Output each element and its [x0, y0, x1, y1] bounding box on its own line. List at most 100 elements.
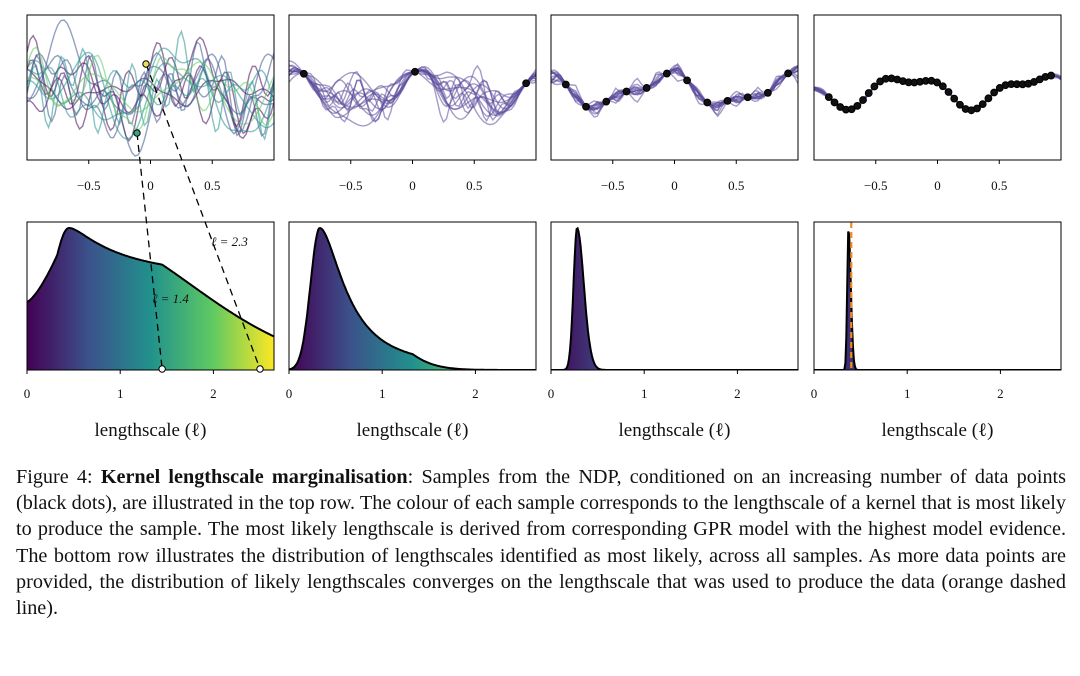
- data-point: [784, 69, 793, 78]
- data-point: [938, 82, 947, 91]
- data-point: [847, 105, 856, 114]
- data-point: [990, 88, 999, 97]
- data-point: [411, 67, 419, 76]
- x-tick-label: −0.5: [864, 178, 888, 193]
- annotation-marker: [133, 129, 141, 137]
- axes-frame-top-3: [550, 14, 799, 161]
- annotation-marker: [256, 365, 264, 373]
- x-tick-label: 2: [734, 386, 741, 401]
- caption-title: Kernel lengthscale marginalisation: [100, 466, 408, 488]
- x-tick-label: 1: [641, 386, 648, 401]
- density-fill: [27, 228, 274, 370]
- sample-line: [551, 68, 798, 109]
- x-tick-label: 0.5: [728, 178, 744, 193]
- density-panel-2: [289, 227, 536, 370]
- data-point: [522, 79, 531, 88]
- sample-line: [27, 61, 274, 125]
- data-point: [853, 101, 862, 110]
- x-tick-label: 0.5: [991, 178, 1007, 193]
- sample-line: [27, 47, 274, 133]
- x-tick-label: 0.5: [466, 178, 482, 193]
- x-tick-label: 0.5: [204, 178, 220, 193]
- x-tick-label: 0: [286, 386, 293, 401]
- sample-line: [551, 67, 798, 109]
- data-point: [933, 78, 942, 87]
- caption-body: : Samples from the NDP, conditioned on a…: [16, 466, 1067, 620]
- figure-caption: Figure 4: Kernel lengthscale marginalisa…: [16, 464, 1066, 621]
- data-point: [944, 88, 953, 96]
- data-point: [973, 104, 981, 113]
- x-tick-label: 1: [379, 386, 386, 401]
- annotation-label: ℓ = 1.4: [152, 291, 189, 306]
- figure: −0.5 0 0.5 −0.5 0 0.5 −0.5 0 0.5 −0.5 0 0.5 0 1 2 lengt…: [24, 14, 1062, 441]
- x-tick-label: 1: [117, 386, 124, 401]
- data-point: [978, 100, 987, 109]
- data-point: [830, 98, 839, 107]
- density-fill: [289, 228, 536, 370]
- x-tick-label: −0.5: [339, 178, 363, 193]
- x-axis-label: lengthscale (ℓ): [357, 420, 469, 441]
- data-point: [950, 94, 959, 103]
- sample-lines-panel-1: [27, 19, 274, 157]
- density-curve: [814, 231, 1061, 370]
- x-tick-label: 0: [811, 386, 818, 401]
- axes-frame-bottom-1: [26, 221, 275, 371]
- sample-line: [551, 70, 798, 118]
- sample-line: [27, 51, 274, 139]
- data-point: [582, 102, 590, 111]
- density-panel-3: [551, 226, 798, 370]
- figure-canvas: −0.5 0 0.5 −0.5 0 0.5 −0.5 0 0.5 −0.5 0 0.5 0 1 2 lengt…: [24, 14, 1062, 441]
- data-point: [642, 84, 651, 92]
- x-tick-label: 0: [548, 386, 555, 401]
- annotation-marker: [158, 365, 166, 373]
- data-point: [743, 93, 752, 102]
- axes-frame-bottom-2: [288, 221, 537, 371]
- data-point: [859, 96, 867, 104]
- x-tick-label: 1: [904, 386, 911, 401]
- x-axis-label: lengthscale (ℓ): [882, 420, 994, 441]
- x-tick-label: −0.5: [601, 178, 625, 193]
- sample-line: [27, 29, 274, 141]
- sample-line: [289, 68, 536, 111]
- data-point: [561, 80, 570, 89]
- data-point: [864, 89, 873, 97]
- density-panel-1: [27, 227, 274, 370]
- data-point: [956, 100, 964, 109]
- caption-label: Figure 4:: [16, 466, 93, 488]
- data-point: [984, 94, 993, 103]
- data-point: [683, 76, 691, 85]
- x-tick-label: 0: [409, 178, 416, 193]
- data-point: [1047, 71, 1056, 80]
- x-tick-label: 0: [671, 178, 678, 193]
- data-point: [622, 87, 631, 96]
- x-tick-label: 0: [934, 178, 941, 193]
- data-point: [703, 98, 712, 107]
- annotation-label: ℓ = 2.3: [211, 234, 248, 249]
- data-point: [764, 88, 772, 97]
- data-point: [723, 97, 732, 105]
- data-point: [662, 69, 671, 78]
- sample-lines-panel-3: [551, 62, 798, 118]
- data-point: [870, 82, 879, 91]
- data-point: [299, 69, 308, 78]
- x-axis-label: lengthscale (ℓ): [95, 420, 207, 441]
- x-axis-label: lengthscale (ℓ): [619, 420, 731, 441]
- x-tick-label: 2: [997, 386, 1004, 401]
- annotation-marker: [142, 60, 150, 68]
- x-tick-label: 0: [147, 178, 154, 193]
- data-point: [602, 97, 611, 106]
- density-fill: [551, 228, 798, 370]
- axes-frame-bottom-3: [550, 221, 799, 371]
- annotation-connector: [145, 63, 261, 370]
- data-point: [824, 93, 833, 101]
- axes-frame-bottom-4: [813, 221, 1062, 371]
- sample-line: [551, 65, 798, 114]
- sample-line: [551, 64, 798, 110]
- x-tick-label: 2: [210, 386, 217, 401]
- annotation-connector: [136, 132, 163, 370]
- x-tick-label: 0: [24, 386, 31, 401]
- density-curve: [27, 227, 274, 338]
- x-tick-label: 2: [472, 386, 479, 401]
- density-curve: [551, 226, 798, 370]
- x-tick-label: −0.5: [77, 178, 101, 193]
